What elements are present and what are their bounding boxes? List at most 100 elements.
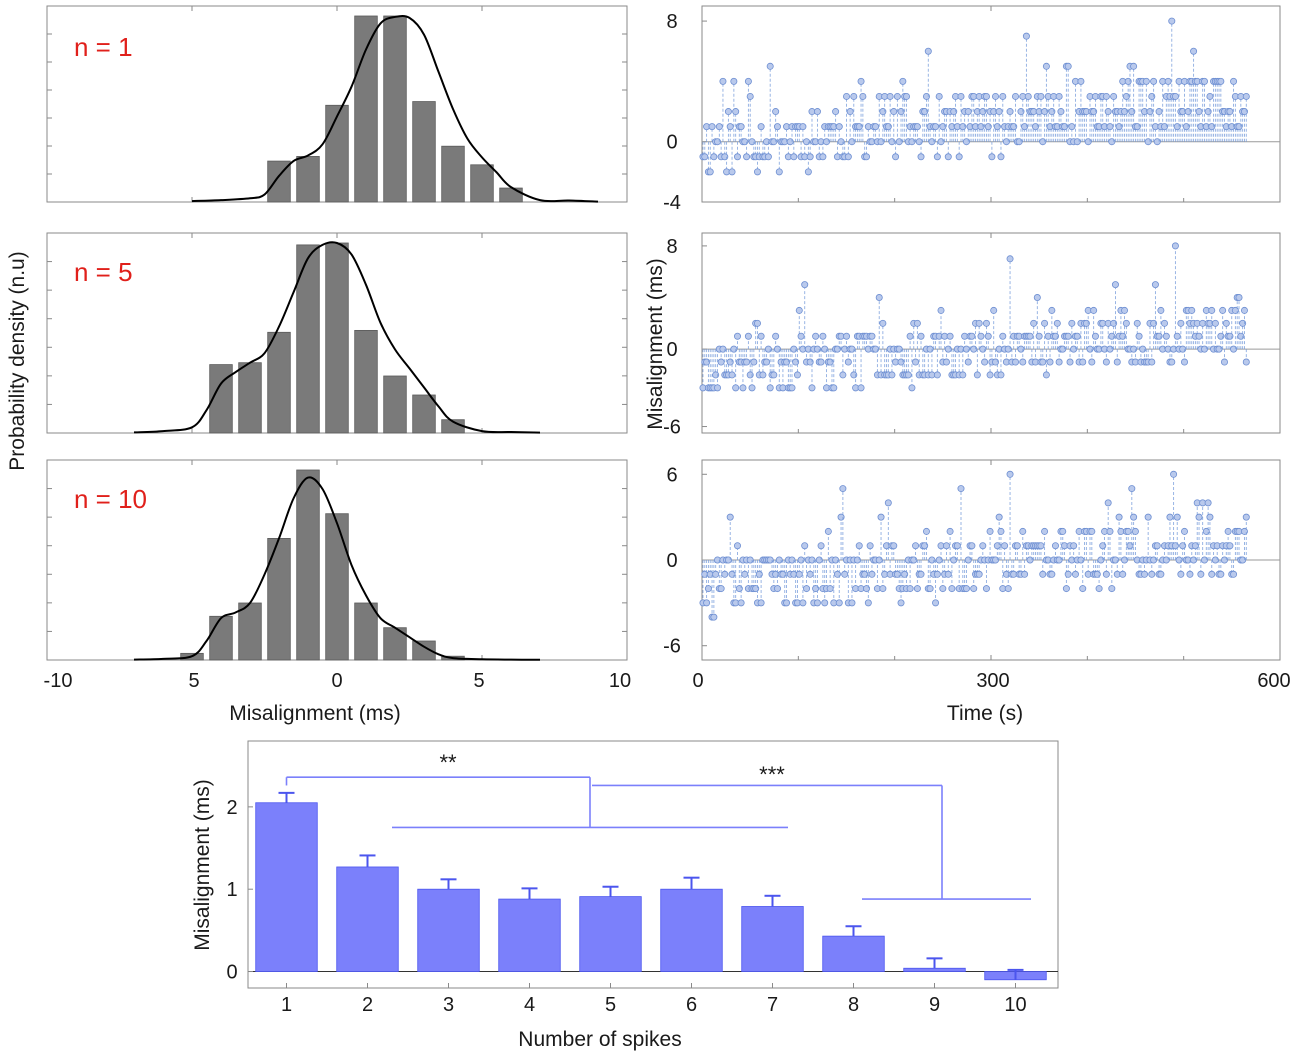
data-point bbox=[1217, 77, 1225, 85]
data-point bbox=[1088, 358, 1096, 366]
data-point bbox=[753, 319, 761, 327]
data-point bbox=[817, 358, 825, 366]
data-point bbox=[968, 332, 976, 340]
data-point bbox=[957, 485, 965, 493]
data-point bbox=[1041, 319, 1049, 327]
data-point bbox=[1041, 527, 1049, 535]
data-point bbox=[773, 123, 781, 131]
data-point bbox=[830, 384, 838, 392]
data-point bbox=[979, 542, 987, 550]
summary-y-axis-label: Misalignment (ms) bbox=[191, 779, 214, 951]
data-point bbox=[835, 123, 843, 131]
data-point bbox=[710, 613, 718, 621]
annotation-triple-star: *** bbox=[759, 762, 785, 787]
ts-x-tick-label: 0 bbox=[692, 670, 703, 692]
data-point bbox=[1195, 332, 1203, 340]
timeseries-points-n5 bbox=[699, 242, 1250, 392]
data-point bbox=[793, 371, 801, 379]
data-point bbox=[1006, 108, 1014, 116]
data-point bbox=[1162, 332, 1170, 340]
data-point bbox=[884, 499, 892, 507]
data-point bbox=[730, 77, 738, 85]
data-point bbox=[893, 92, 901, 100]
data-point bbox=[1242, 358, 1250, 366]
data-point bbox=[1019, 358, 1027, 366]
data-point bbox=[819, 153, 827, 161]
data-point bbox=[1006, 470, 1014, 478]
data-point bbox=[1039, 358, 1047, 366]
data-point bbox=[888, 371, 896, 379]
data-point bbox=[982, 319, 990, 327]
data-point bbox=[843, 332, 851, 340]
data-point bbox=[913, 585, 921, 593]
hist-y-axis-label: Probability density (n.u) bbox=[6, 251, 29, 470]
data-point bbox=[848, 599, 856, 607]
data-point bbox=[939, 585, 947, 593]
data-point bbox=[759, 371, 767, 379]
data-point bbox=[968, 542, 976, 550]
data-point bbox=[846, 108, 854, 116]
timeseries-ticks-n1: -4 0 8 bbox=[663, 6, 1185, 214]
density-curve-n1 bbox=[191, 14, 599, 203]
data-point bbox=[1019, 527, 1027, 535]
data-point bbox=[1181, 358, 1189, 366]
data-point bbox=[964, 358, 972, 366]
data-point bbox=[1208, 570, 1216, 578]
timeseries-points-n10 bbox=[699, 470, 1250, 621]
data-point bbox=[757, 599, 765, 607]
data-point bbox=[924, 47, 932, 55]
data-point bbox=[1042, 62, 1050, 70]
data-point bbox=[1070, 542, 1078, 550]
data-point bbox=[1053, 319, 1061, 327]
data-point bbox=[799, 123, 807, 131]
summary-bar bbox=[741, 906, 804, 972]
panel-label-n10: n = 10 bbox=[74, 484, 147, 514]
data-point bbox=[1064, 332, 1072, 340]
data-point bbox=[813, 599, 821, 607]
data-point bbox=[1226, 108, 1234, 116]
data-point bbox=[772, 332, 780, 340]
data-point bbox=[1155, 108, 1163, 116]
data-point bbox=[906, 332, 914, 340]
summary-bar bbox=[336, 866, 399, 972]
data-point bbox=[808, 384, 816, 392]
histogram-bar bbox=[209, 615, 233, 661]
data-point bbox=[1037, 92, 1045, 100]
ts-x-axis-label: Time (s) bbox=[947, 702, 1023, 725]
data-point bbox=[908, 384, 916, 392]
data-point bbox=[864, 599, 872, 607]
data-point bbox=[804, 168, 812, 176]
histogram-bar bbox=[296, 244, 320, 434]
data-point bbox=[937, 306, 945, 314]
data-point bbox=[997, 371, 1005, 379]
data-point bbox=[721, 570, 729, 578]
histogram-bars-n1 bbox=[267, 15, 523, 203]
timeseries-panels: -4 0 8 -6 0 8 -6 0 6 0 300 600 Time (s) Misali… bbox=[644, 5, 1291, 725]
data-point bbox=[982, 92, 990, 100]
data-point bbox=[935, 92, 943, 100]
data-point bbox=[933, 153, 941, 161]
data-point bbox=[872, 123, 880, 131]
data-point bbox=[1130, 513, 1138, 521]
data-point bbox=[832, 108, 840, 116]
summary-x-tick-label: 7 bbox=[767, 994, 778, 1016]
data-point bbox=[1124, 527, 1132, 535]
data-point bbox=[1133, 319, 1141, 327]
data-point bbox=[1110, 92, 1118, 100]
data-point bbox=[1230, 77, 1238, 85]
data-point bbox=[1188, 306, 1196, 314]
data-point bbox=[879, 585, 887, 593]
data-point bbox=[1170, 470, 1178, 478]
data-point bbox=[1104, 499, 1112, 507]
data-point bbox=[1181, 527, 1189, 535]
data-point bbox=[890, 108, 898, 116]
summary-bar bbox=[417, 888, 480, 972]
data-point bbox=[1073, 332, 1081, 340]
data-point bbox=[1066, 358, 1074, 366]
data-point bbox=[932, 123, 940, 131]
data-point bbox=[995, 108, 1003, 116]
data-point bbox=[783, 599, 791, 607]
data-point bbox=[708, 123, 716, 131]
data-point bbox=[795, 306, 803, 314]
